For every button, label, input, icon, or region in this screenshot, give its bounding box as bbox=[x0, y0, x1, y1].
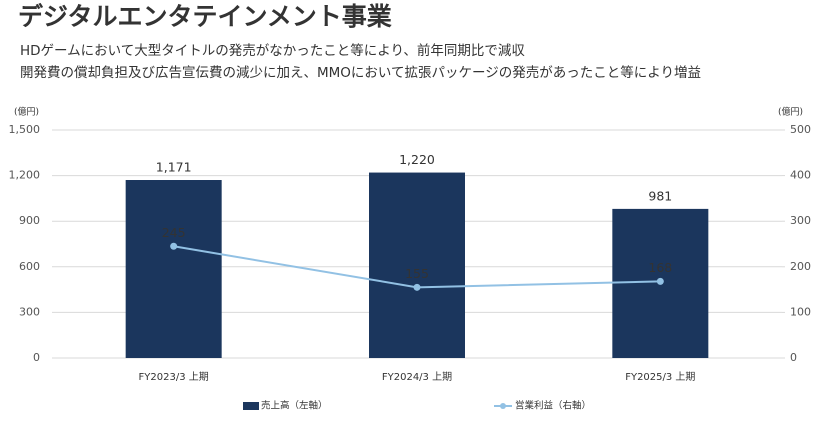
y-tick-label: 0 bbox=[33, 351, 40, 364]
y2-tick-label: 400 bbox=[790, 169, 811, 182]
y2-tick-label: 100 bbox=[790, 305, 811, 318]
x-tick-label: FY2023/3 上期 bbox=[139, 371, 209, 383]
line-value-label: 168 bbox=[648, 260, 672, 275]
line-value-label: 155 bbox=[405, 266, 429, 281]
legend-label: 売上高（左軸） bbox=[261, 400, 328, 412]
legend-swatch bbox=[243, 402, 259, 410]
x-tick-label: FY2025/3 上期 bbox=[625, 371, 695, 383]
subtitle: 開発費の償却負担及び広告宣伝費の減少に加え、MMOにおいて拡張パッケージの発売が… bbox=[20, 64, 701, 81]
legend-swatch bbox=[500, 403, 506, 409]
bar-value-label: 981 bbox=[648, 188, 672, 203]
y2-unit: (億円) bbox=[778, 106, 803, 118]
y2-tick-label: 200 bbox=[790, 260, 811, 273]
line-value-label: 245 bbox=[162, 225, 186, 240]
y-tick-label: 1,200 bbox=[9, 169, 41, 182]
line-point bbox=[413, 283, 421, 291]
bar bbox=[125, 180, 222, 358]
y-unit: (億円) bbox=[14, 106, 39, 118]
chart-title: デジタルエンタテインメント事業 bbox=[18, 2, 392, 31]
line-point bbox=[170, 242, 178, 250]
line-point bbox=[656, 277, 664, 285]
bar-value-label: 1,171 bbox=[156, 160, 192, 175]
subtitle: HDゲームにおいて大型タイトルの発売がなかったこと等により、前年同期比で減収 bbox=[20, 42, 525, 59]
x-tick-label: FY2024/3 上期 bbox=[382, 371, 452, 383]
bar-value-label: 1,220 bbox=[399, 152, 435, 167]
y-tick-label: 1,500 bbox=[9, 123, 41, 136]
y-tick-label: 900 bbox=[19, 214, 40, 227]
legend-label: 営業利益（右軸） bbox=[515, 400, 591, 412]
y-tick-label: 600 bbox=[19, 260, 40, 273]
bar bbox=[369, 172, 465, 358]
y2-tick-label: 300 bbox=[790, 214, 811, 227]
y-tick-label: 300 bbox=[19, 305, 40, 318]
y2-tick-label: 0 bbox=[790, 351, 797, 364]
y2-tick-label: 500 bbox=[790, 123, 811, 136]
